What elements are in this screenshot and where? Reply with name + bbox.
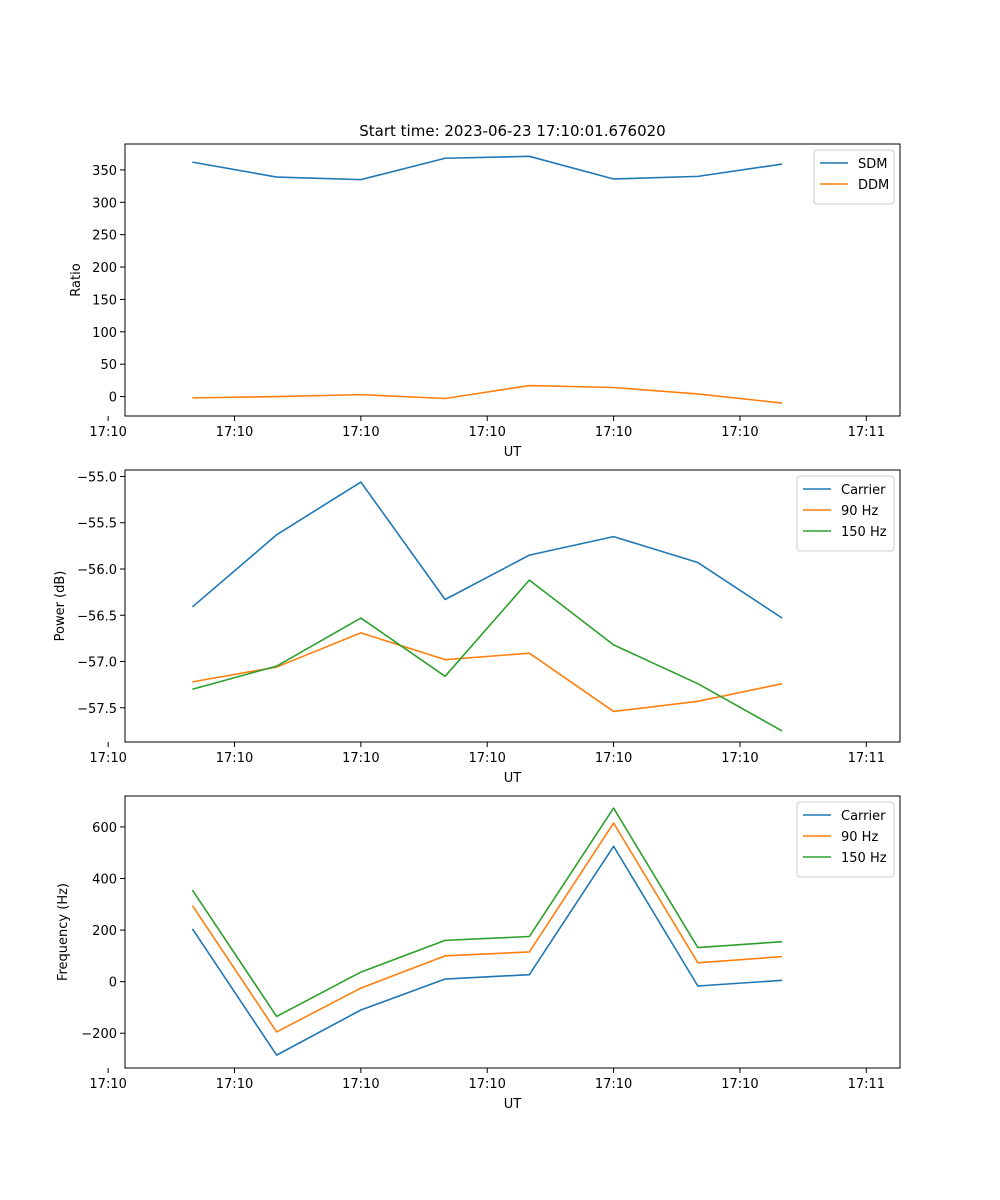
x-tick-label: 17:10 (595, 1077, 632, 1092)
legend-box (796, 475, 895, 552)
series-line-150-hz (191, 807, 783, 1018)
legend-box (796, 801, 895, 878)
x-tick-label: 17:10 (89, 425, 126, 440)
x-axis-label: UT (504, 771, 522, 786)
x-tick-label: 17:10 (216, 425, 253, 440)
x-tick-label: 17:10 (89, 1077, 126, 1092)
x-tick-label: 17:10 (89, 751, 126, 766)
x-tick-label: 17:10 (595, 425, 632, 440)
chart-panel-1: 0 50 100 150 200 250 300 350 17:10 17:10 17:10 17:1… (69, 143, 901, 460)
x-axis-label: UT (504, 1097, 522, 1112)
y-tick-label: 100 (92, 326, 117, 341)
y-tick-label: −56.0 (77, 563, 117, 578)
series-line-90-hz (191, 822, 783, 1033)
x-tick-label: 17:10 (595, 751, 632, 766)
chart-panel-2: −55.0 −55.5 −56.0 −56.5 −57.0 −57.5 17:10 17:10… (53, 469, 901, 786)
y-tick-label: 350 (92, 164, 117, 179)
series-line-sdm (192, 155, 783, 181)
y-tick-label: 200 (92, 924, 117, 939)
legend-label: 90 Hz (841, 830, 878, 845)
x-tick-label: 17:10 (468, 751, 505, 766)
legend: Carrier 90 Hz 150 Hz (796, 801, 895, 878)
y-tick-label: 400 (92, 873, 117, 888)
legend: SDM DDM (813, 149, 895, 205)
legend: Carrier 90 Hz 150 Hz (796, 475, 895, 552)
y-tick-label: −55.5 (77, 517, 117, 532)
y-tick-label: −57.5 (77, 702, 117, 717)
x-tick-label: 17:10 (342, 425, 379, 440)
chart-panel-3: −200 0 200 400 600 17:10 17:10 17:10 17:10 17:10 1… (56, 795, 901, 1112)
x-tick-label: 17:10 (468, 425, 505, 440)
x-axis-label: UT (504, 445, 522, 460)
x-tick-label: 17:10 (216, 751, 253, 766)
figure-title: Start time: 2023-06-23 17:10:01.676020 (359, 122, 665, 140)
y-tick-label: 200 (92, 261, 117, 276)
legend-label: 150 Hz (841, 851, 887, 866)
series-line-carrier (191, 481, 783, 619)
y-tick-label: 250 (92, 229, 117, 244)
y-axis-label: Ratio (69, 263, 84, 296)
x-tick-label: 17:10 (721, 1077, 758, 1092)
x-tick-label: 17:10 (342, 1077, 379, 1092)
y-axis-label: Frequency (Hz) (56, 883, 71, 981)
x-tick-label: 17:10 (468, 1077, 505, 1092)
y-tick-label: 0 (109, 391, 117, 406)
legend-label: 90 Hz (841, 504, 878, 519)
y-tick-label: −55.0 (77, 470, 117, 485)
x-tick-label: 17:10 (721, 751, 758, 766)
y-tick-label: 50 (100, 358, 117, 373)
legend-label: 150 Hz (841, 525, 887, 540)
x-tick-label: 17:11 (848, 1077, 885, 1092)
x-tick-label: 17:11 (848, 751, 885, 766)
y-tick-label: 150 (92, 293, 117, 308)
y-tick-label: 600 (92, 821, 117, 836)
y-tick-label: 0 (109, 976, 117, 991)
y-tick-label: −200 (81, 1027, 117, 1042)
legend-label: SDM (858, 157, 887, 172)
legend-label: DDM (858, 178, 889, 193)
y-axis-label: Power (dB) (53, 571, 68, 642)
series-line-90-hz (192, 632, 783, 713)
x-tick-label: 17:10 (721, 425, 758, 440)
series-line-carrier (191, 845, 783, 1056)
x-tick-label: 17:10 (216, 1077, 253, 1092)
axes-frame (124, 795, 901, 1069)
y-tick-label: −56.5 (77, 609, 117, 624)
legend-label: Carrier (841, 809, 886, 824)
x-tick-label: 17:10 (342, 751, 379, 766)
series-line-ddm (192, 384, 783, 404)
y-tick-label: 300 (92, 196, 117, 211)
series-line-150-hz (192, 579, 783, 732)
legend-label: Carrier (841, 483, 886, 498)
x-tick-label: 17:11 (848, 425, 885, 440)
axes-frame (124, 143, 901, 417)
axes-frame (124, 469, 901, 743)
y-tick-label: −57.0 (77, 656, 117, 671)
